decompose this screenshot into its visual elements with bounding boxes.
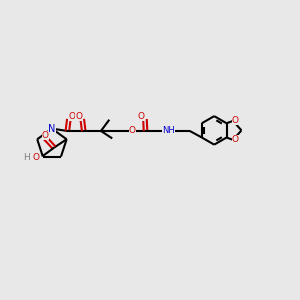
- Text: NH: NH: [163, 126, 175, 135]
- Text: N: N: [48, 124, 56, 134]
- Text: O: O: [129, 127, 136, 136]
- Text: O: O: [32, 153, 39, 162]
- Text: O: O: [138, 112, 145, 121]
- Text: O: O: [42, 130, 49, 140]
- Text: H: H: [24, 153, 30, 162]
- Text: O: O: [75, 112, 82, 121]
- Text: O: O: [232, 116, 239, 125]
- Text: O: O: [232, 135, 239, 144]
- Text: O: O: [68, 112, 75, 121]
